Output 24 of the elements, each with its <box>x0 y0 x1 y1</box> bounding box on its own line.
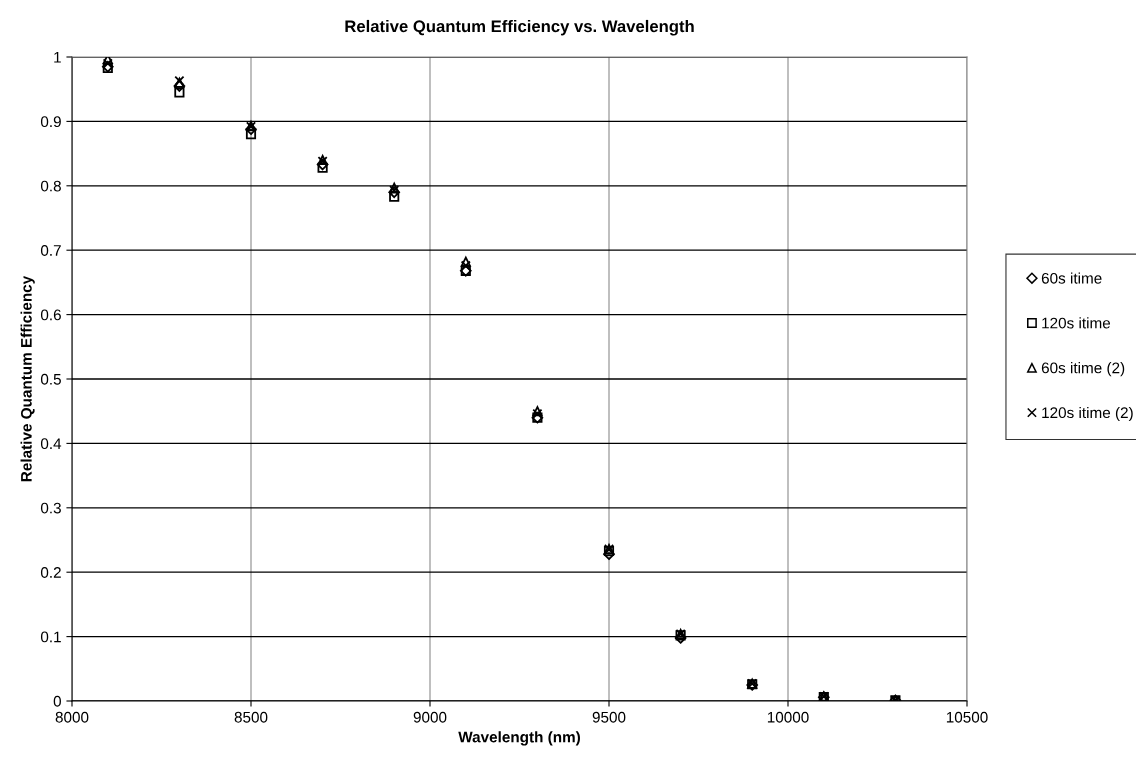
legend-label: 120s itime (2) <box>1042 406 1133 422</box>
x-axis-title: Wavelength (nm) <box>458 731 580 746</box>
y-tick-label: 0.9 <box>40 116 61 128</box>
legend-label: 60s itime <box>1041 272 1102 284</box>
legend-label: 60s itime (2) <box>1041 362 1125 377</box>
y-tick-label: 0 <box>53 695 61 707</box>
x-tick-label: 10500 <box>946 711 988 723</box>
y-tick-label: 0.4 <box>40 438 62 450</box>
y-tick-label: 1 <box>54 52 61 63</box>
y-tick-label: 0.8 <box>40 180 61 192</box>
y-tick-label: 0.6 <box>40 309 61 321</box>
x-tick-label: 9000 <box>413 711 447 723</box>
y-tick-label: 0.1 <box>40 631 61 643</box>
x-tick-label: 8000 <box>55 711 89 723</box>
chart-title: Relative Quantum Efficiency vs. Wavelength <box>345 19 694 36</box>
legend-label: 120s itime <box>1042 317 1111 329</box>
y-axis-title: Relative Quantum Efficiency <box>20 275 35 482</box>
y-tick-label: 0.5 <box>40 373 61 385</box>
y-tick-label: 0.2 <box>40 567 61 578</box>
x-tick-label: 10000 <box>767 711 809 723</box>
y-tick-label: 0.3 <box>40 502 61 514</box>
x-tick-label: 9500 <box>592 711 626 723</box>
y-tick-label: 0.7 <box>40 245 61 256</box>
x-tick-label: 8500 <box>234 711 268 723</box>
